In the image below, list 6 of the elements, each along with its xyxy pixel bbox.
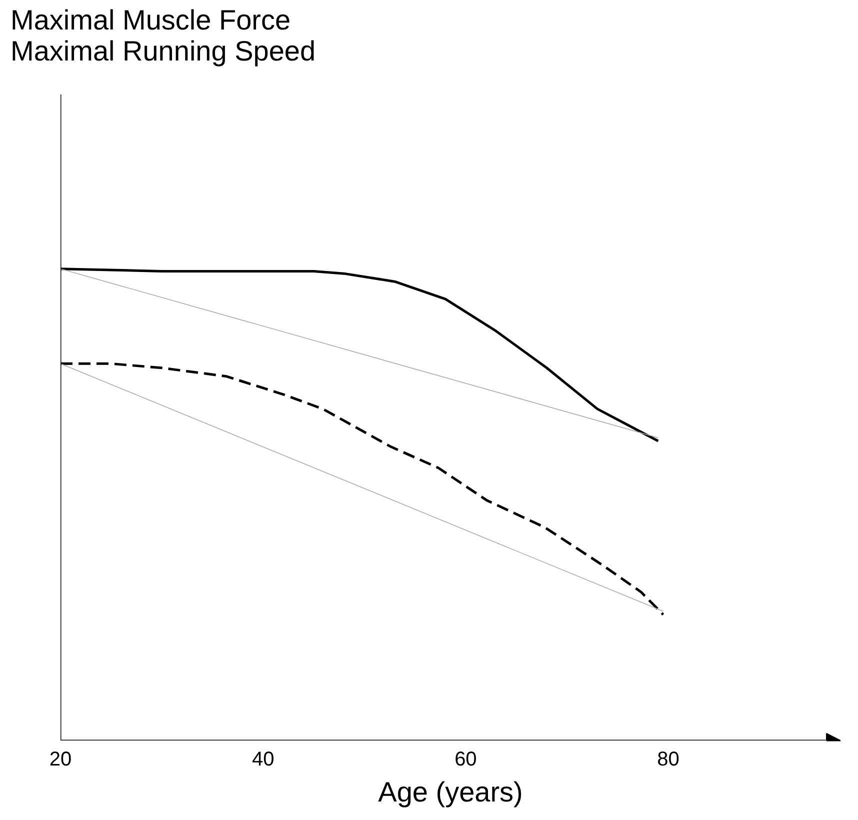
x-tick-label: 20 <box>49 748 72 770</box>
chart-title: Maximal Muscle Force Maximal Running Speed <box>10 4 316 66</box>
x-tick-label: 80 <box>657 748 680 770</box>
x-tick-label: 60 <box>454 748 477 770</box>
x-tick-label: 40 <box>252 748 274 770</box>
x-axis-title: Age (years) <box>378 776 523 808</box>
